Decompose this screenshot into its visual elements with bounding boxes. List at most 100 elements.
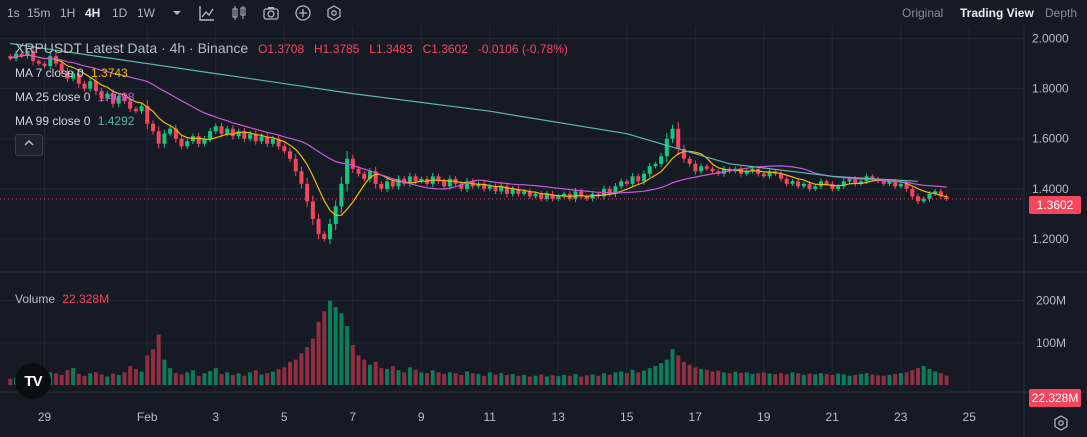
- volume-bar: [573, 374, 578, 385]
- add-icon[interactable]: [294, 4, 312, 22]
- volume-bar: [156, 334, 161, 385]
- candle-body: [801, 183, 806, 187]
- candle-body: [25, 51, 30, 57]
- candle-body: [476, 183, 481, 187]
- volume-bar: [836, 373, 841, 385]
- candle-body: [853, 178, 858, 184]
- candle-body: [659, 156, 664, 164]
- candle-body: [373, 171, 378, 184]
- volume-bar: [419, 372, 424, 385]
- candle-body: [436, 176, 441, 182]
- chart-toolbar: 1s 15m 1H 4H 1D 1W Original Trading View…: [0, 0, 1087, 26]
- time-tick-label: Feb: [137, 410, 158, 424]
- candle-body: [796, 181, 801, 187]
- settings-hex-icon[interactable]: [325, 4, 343, 22]
- candle-body: [607, 188, 612, 194]
- candle-body: [687, 158, 692, 164]
- candle-body: [613, 186, 618, 194]
- candle-body: [510, 188, 515, 194]
- timeframe-15m[interactable]: 15m: [27, 6, 51, 20]
- volume-bar: [921, 366, 926, 385]
- ohlc-change: -0.0106 (-0.78%): [477, 42, 568, 56]
- timeframe-1h[interactable]: 1H: [60, 6, 76, 20]
- volume-bar: [190, 370, 195, 385]
- candle-body: [761, 173, 766, 177]
- candle-body: [145, 106, 150, 124]
- volume-bar: [864, 373, 869, 385]
- candle-body: [219, 126, 224, 134]
- volume-bar: [93, 372, 98, 385]
- view-trading-view[interactable]: Trading View: [960, 6, 1034, 20]
- volume-bar: [327, 300, 332, 385]
- candle-body: [151, 123, 155, 132]
- candle-body: [904, 183, 909, 189]
- volume-bar: [482, 375, 487, 385]
- ohlc-open: O1.3708: [258, 42, 305, 56]
- volume-label: Volume: [15, 292, 56, 306]
- candle-body: [116, 96, 121, 104]
- candle-body: [111, 93, 116, 104]
- volume-bar: [265, 373, 270, 385]
- volume-bar: [727, 373, 732, 385]
- candle-body: [916, 196, 921, 202]
- indicators-icon[interactable]: [198, 4, 216, 22]
- candle-body: [230, 128, 235, 137]
- legend-collapse-button[interactable]: [15, 134, 43, 156]
- candle-body: [139, 106, 144, 112]
- ohlc-high: H1.3785: [314, 42, 360, 56]
- volume-bar: [396, 370, 401, 385]
- candle-body: [356, 168, 361, 174]
- candle-body: [847, 178, 852, 182]
- volume-bar: [562, 374, 567, 385]
- candle-body: [710, 168, 715, 172]
- volume-bar: [841, 374, 846, 385]
- volume-bar: [539, 374, 544, 385]
- volume-bar: [544, 376, 549, 385]
- candle-body: [573, 191, 578, 199]
- volume-bar: [938, 373, 943, 385]
- candle-body: [185, 141, 190, 147]
- candle-body: [390, 181, 395, 187]
- candle-body: [259, 136, 264, 142]
- volume-bar: [613, 372, 618, 385]
- ma7-label: MA 7 close 0: [15, 66, 84, 80]
- candle-body: [36, 61, 41, 64]
- volume-bar: [71, 368, 76, 385]
- chart-settings-icon[interactable]: [1052, 414, 1070, 432]
- volume-bar: [522, 374, 527, 385]
- candle-body: [938, 191, 943, 197]
- candle-body: [288, 151, 293, 159]
- volume-bar: [299, 353, 304, 385]
- view-original[interactable]: Original: [902, 6, 944, 20]
- volume-bar: [687, 364, 692, 385]
- volume-bar: [407, 367, 412, 385]
- candle-body: [162, 133, 167, 144]
- tradingview-logo[interactable]: TV: [15, 363, 51, 399]
- ma25-value: 1.4098: [97, 90, 135, 104]
- candle-body: [168, 128, 173, 134]
- candlestick-type-icon[interactable]: [230, 4, 248, 22]
- timeframe-1d[interactable]: 1D: [112, 6, 128, 20]
- candle-body: [442, 181, 447, 187]
- candle-body: [699, 166, 704, 172]
- timeframe-4h[interactable]: 4H: [85, 6, 101, 20]
- candle-body: [813, 186, 818, 189]
- chevron-down-icon[interactable]: [168, 4, 186, 22]
- volume-bar: [390, 366, 395, 385]
- view-depth[interactable]: Depth: [1045, 6, 1078, 20]
- price-volume-chart[interactable]: 2.0000 1.8000 1.6000 1.4000 1.2000 200M 100M 29…: [0, 26, 1087, 437]
- candle-body: [413, 176, 418, 182]
- ma25-line: [10, 54, 947, 194]
- volume-bar: [367, 364, 372, 385]
- volume-bar: [721, 372, 726, 385]
- volume-bar: [493, 374, 498, 385]
- volume-bar: [516, 375, 521, 385]
- timeframe-1s[interactable]: 1s: [7, 6, 20, 20]
- candle-body: [402, 178, 407, 184]
- volume-bar: [59, 374, 64, 385]
- volume-bar: [876, 375, 881, 385]
- timeframe-1w[interactable]: 1W: [137, 6, 155, 20]
- volume-bar: [624, 373, 629, 385]
- volume-bar: [784, 374, 789, 385]
- camera-icon[interactable]: [262, 4, 280, 22]
